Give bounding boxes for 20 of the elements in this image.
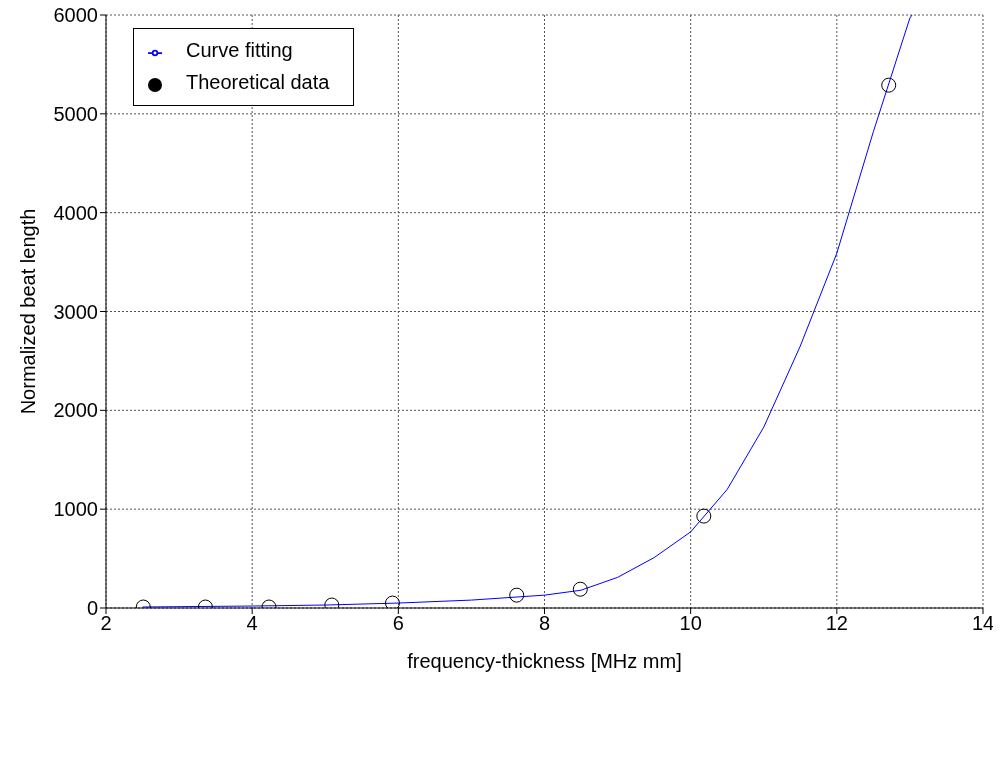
y-tick-label: 2000 xyxy=(53,399,98,422)
x-tick-label: 4 xyxy=(246,612,258,635)
x-tick-label: 2 xyxy=(100,612,112,635)
y-tick-label: 3000 xyxy=(53,300,98,323)
x-tick-label: 8 xyxy=(538,612,551,635)
x-tick-label: 12 xyxy=(825,612,848,635)
point xyxy=(384,595,400,608)
x-axis-title: frequency-thickness [MHz mm] xyxy=(407,650,682,672)
legend-label: Theoretical data xyxy=(186,71,330,93)
x-tick-label: 14 xyxy=(971,612,995,635)
y-tick-label: 4000 xyxy=(53,201,98,224)
x-tick-label: 10 xyxy=(679,612,702,635)
y-tick-label: 6000 xyxy=(53,4,98,27)
point xyxy=(881,77,897,93)
y-tick-label: 5000 xyxy=(53,102,98,125)
x-tick-label: 6 xyxy=(392,612,404,635)
legend-label: Curve fitting xyxy=(186,39,293,61)
y-axis-title: Normalized beat length xyxy=(17,208,40,415)
y-tick-label: 0 xyxy=(86,597,98,620)
y-tick-label: 1000 xyxy=(53,498,98,521)
